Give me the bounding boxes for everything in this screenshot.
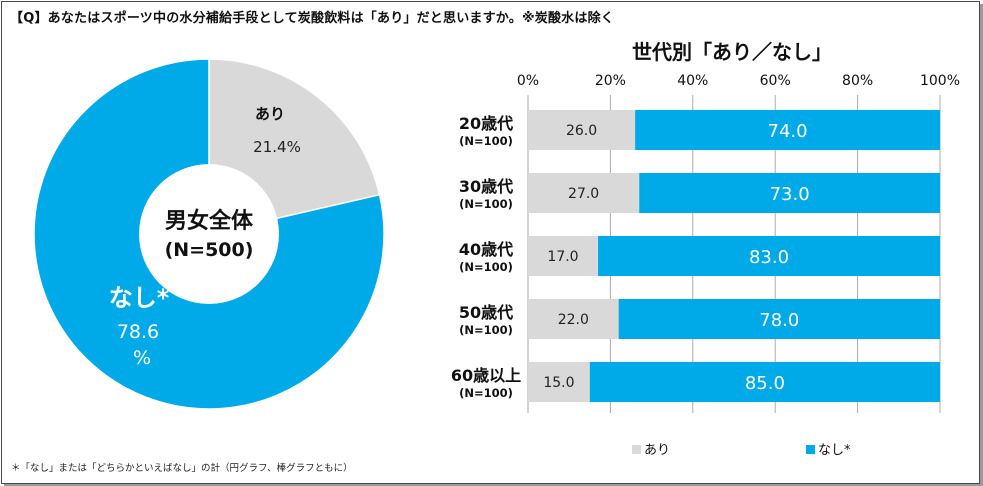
category-label: 60歳以上: [451, 366, 521, 385]
x-tick-label: 20%: [595, 73, 626, 89]
bar-segment-aori: [528, 362, 590, 402]
category-label: 20歳代: [459, 114, 513, 133]
category-n-label: (N=100): [459, 134, 513, 148]
footnote: ＊「なし」または「どちらかといえばなし」の計（円グラフ、棒グラフともに）: [11, 463, 353, 474]
bar-value-aori: 17.0: [547, 249, 578, 265]
x-tick-label: 0%: [517, 73, 539, 89]
bar-value-aori: 15.0: [543, 375, 574, 391]
bar-value-aori: 27.0: [568, 186, 599, 202]
pie-center-sub: (N=500): [165, 239, 254, 261]
category-label: 50歳代: [459, 303, 513, 322]
pie-value-aori: 21.4%: [253, 138, 301, 156]
bar-segment-nashi: [598, 236, 940, 276]
bar-segment-aori: [528, 110, 636, 150]
category-label: 30歳代: [459, 177, 513, 196]
bar-value-nashi: 78.0: [759, 310, 799, 331]
pie-label-aori: あり: [255, 105, 285, 123]
bar-segment-nashi: [639, 173, 940, 213]
bar-chart-title: 世代別「あり／なし」: [632, 40, 832, 64]
bar-value-aori: 26.0: [566, 123, 597, 139]
bar-value-nashi: 83.0: [749, 247, 789, 268]
bar-segment-nashi: [635, 110, 940, 150]
category-label: 40歳代: [459, 240, 513, 259]
bar-value-nashi: 73.0: [770, 184, 810, 205]
x-tick-label: 60%: [760, 73, 791, 89]
legend-nashi-swatch: [806, 445, 815, 454]
bar-segment-aori: [528, 173, 640, 213]
category-n-label: (N=100): [459, 260, 513, 274]
bar-segment-aori: [528, 236, 599, 276]
question-text: 【Q】あなたはスポーツ中の水分補給手段として炭酸飲料は「あり」だと思いますか。※…: [10, 11, 614, 26]
pie-value-nashi: 78.6: [117, 321, 159, 343]
legend-aori-label: あり: [644, 443, 670, 458]
legend-aori-swatch: [632, 445, 641, 454]
category-n-label: (N=100): [459, 197, 513, 211]
pie-chart: 男女全体 (N=500) あり 21.4% なし* 78.6 %: [33, 58, 385, 410]
bar-segment-aori: [528, 299, 619, 339]
pie-center-title: 男女全体: [165, 208, 254, 234]
category-n-label: (N=100): [459, 323, 513, 337]
pie-label-nashi: なし*: [109, 284, 170, 312]
x-tick-label: 100%: [920, 73, 960, 89]
x-tick-label: 80%: [842, 73, 873, 89]
bar-segment-nashi: [618, 299, 940, 339]
bar-value-nashi: 85.0: [745, 373, 785, 394]
pie-value-nashi-unit: %: [133, 347, 151, 369]
x-tick-label: 40%: [677, 73, 708, 89]
legend-nashi-label: なし*: [818, 443, 851, 458]
pie-center-hole: [139, 164, 279, 304]
bar-value-nashi: 74.0: [768, 121, 808, 142]
category-n-label: (N=100): [459, 386, 513, 400]
bar-segment-nashi: [589, 362, 940, 402]
bar-value-aori: 22.0: [558, 312, 589, 328]
